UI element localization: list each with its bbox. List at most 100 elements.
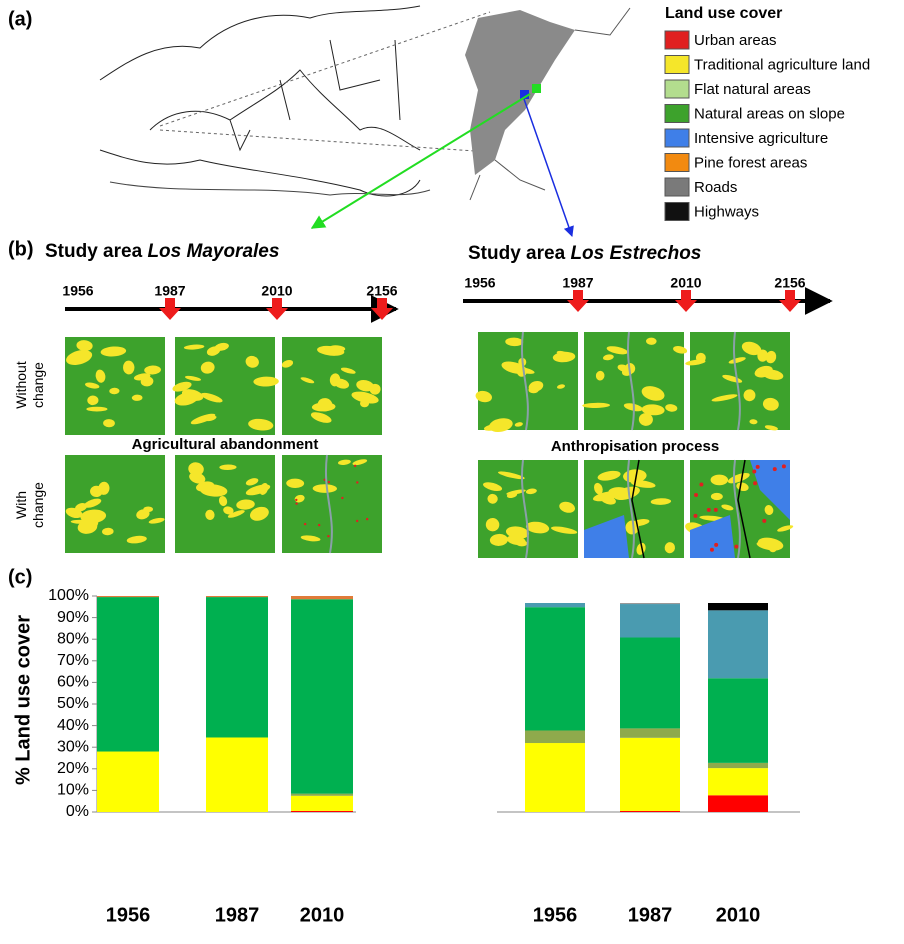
- map-patch: [341, 497, 343, 499]
- legend-swatch: [665, 105, 689, 123]
- zoom-line: [160, 12, 490, 126]
- bar-segment: [206, 597, 268, 737]
- land-use-map: [171, 337, 279, 435]
- y-tick-label: 50%: [57, 695, 89, 712]
- land-use-map: [175, 455, 275, 553]
- y-axis-label: % Land use cover: [12, 615, 34, 785]
- map-patch: [762, 519, 766, 523]
- site-marker: [532, 84, 541, 93]
- map-patch: [734, 545, 738, 549]
- legend-swatch: [665, 80, 689, 98]
- legend-label: Flat natural areas: [694, 81, 811, 98]
- bar-segment: [620, 603, 680, 604]
- bar-segment: [206, 596, 268, 597]
- study-title: Study area Los Estrechos: [468, 243, 701, 264]
- timeline-year: 1956: [62, 283, 93, 299]
- bar-segment: [206, 737, 268, 812]
- legend-swatch: [665, 129, 689, 147]
- timeline-year: 1987: [154, 283, 185, 299]
- bar-segment: [620, 637, 680, 728]
- change-arrow: [266, 298, 288, 320]
- land-use-map: [478, 460, 578, 558]
- legend-label: Traditional agriculture land: [694, 56, 870, 73]
- legend-swatch: [665, 56, 689, 74]
- land-use-map: [684, 460, 794, 558]
- change-arrow: [159, 298, 181, 320]
- bar-segment: [291, 796, 353, 811]
- map-patch: [714, 543, 718, 547]
- map-patch: [773, 467, 777, 471]
- map-patch: [707, 508, 711, 512]
- land-use-map: [281, 337, 382, 435]
- legend-label: Natural areas on slope: [694, 105, 845, 122]
- legend-swatch: [665, 203, 689, 221]
- legend-label: Highways: [694, 203, 759, 220]
- bar-segment: [525, 730, 585, 743]
- bar-segment: [97, 596, 159, 597]
- land-use-map: [282, 455, 382, 553]
- map-patch: [693, 514, 697, 518]
- map-patch: [354, 465, 356, 467]
- panel-label: (a): [8, 8, 32, 30]
- bar-segment: [708, 768, 768, 795]
- map-patch: [327, 535, 329, 537]
- land-use-map: [475, 332, 578, 434]
- timeline-year: 2010: [261, 283, 292, 299]
- x-tick-label: 1956: [106, 904, 151, 926]
- legend: Urban areas Traditional agriculture land F…: [665, 31, 870, 221]
- bar-segment: [620, 811, 680, 812]
- y-tick-label: 70%: [57, 652, 89, 669]
- x-tick-label: 1987: [628, 904, 673, 926]
- y-tick-label: 10%: [57, 782, 89, 799]
- map-patch: [714, 508, 718, 512]
- map-patch: [304, 523, 306, 525]
- legend-label: Intensive agriculture: [694, 130, 828, 147]
- map-patch: [699, 483, 703, 487]
- y-tick-label: 100%: [48, 587, 89, 604]
- map-patch: [295, 499, 297, 501]
- timeline-year: 2156: [774, 275, 805, 291]
- change-arrow: [371, 298, 393, 320]
- legend-swatch: [665, 178, 689, 196]
- y-tick-label: 40%: [57, 717, 89, 734]
- map-patch: [295, 502, 297, 504]
- map-patch: [694, 493, 698, 497]
- land-use-map: [685, 332, 790, 431]
- timeline-year: 2010: [670, 275, 701, 291]
- bar-segment: [97, 597, 159, 751]
- bar-segment: [620, 728, 680, 737]
- bar-segment: [708, 678, 768, 763]
- change-arrow: [675, 290, 697, 312]
- x-tick-label: 1987: [215, 904, 260, 926]
- timeline-year: 1987: [562, 275, 593, 291]
- map-patch: [752, 470, 756, 474]
- legend-swatch: [665, 31, 689, 49]
- timeline-year: 1956: [464, 275, 495, 291]
- y-tick-label: 20%: [57, 760, 89, 777]
- change-arrow: [567, 290, 589, 312]
- bar-segment: [708, 795, 768, 812]
- map-patch: [328, 481, 330, 483]
- x-tick-label: 1956: [533, 904, 578, 926]
- study-title: Study area Los Mayorales: [45, 241, 279, 262]
- legend-label: Roads: [694, 179, 737, 196]
- legend-label: Urban areas: [694, 32, 777, 49]
- process-label: Anthropisation process: [551, 438, 719, 455]
- timeline-year: 2156: [366, 283, 397, 299]
- map-patch: [356, 520, 358, 522]
- row-label: Withchange: [13, 482, 46, 528]
- legend-swatch: [665, 154, 689, 172]
- y-tick-label: 0%: [66, 803, 89, 820]
- land-use-map: [64, 337, 165, 435]
- land-use-map: [582, 332, 688, 430]
- x-tick-label: 2010: [716, 904, 761, 926]
- pointer-arrow: [312, 94, 530, 228]
- bar-segment: [708, 763, 768, 768]
- bar-segment: [525, 603, 585, 607]
- bar-segment: [97, 752, 159, 812]
- figure: (a) (b) (c) Land use cover Urban areasTr…: [0, 0, 904, 944]
- bar-segment: [525, 743, 585, 812]
- change-arrow: [779, 290, 801, 312]
- bar-segment: [620, 604, 680, 637]
- process-label: Agricultural abandonment: [132, 436, 319, 453]
